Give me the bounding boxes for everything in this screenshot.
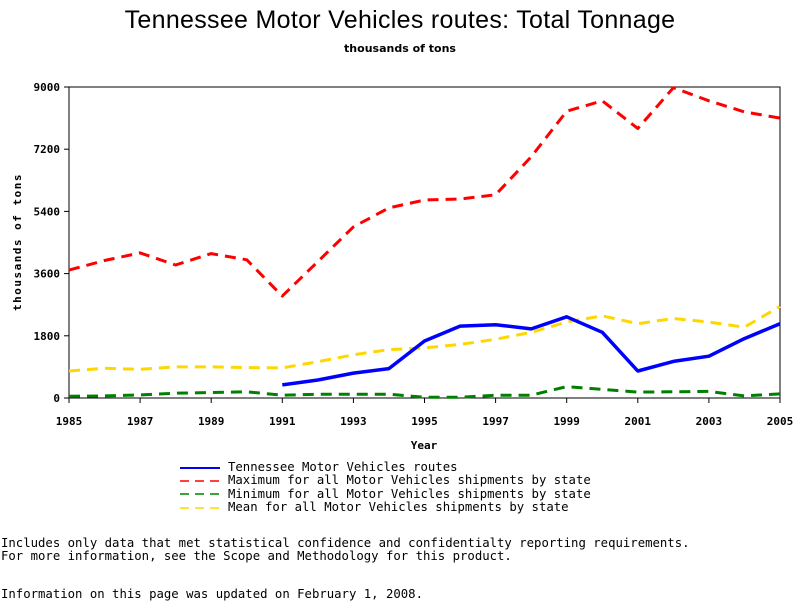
legend-item-minimum: Minimum for all Motor Vehicles shipments… [180,486,591,501]
legend-item-tennessee: Tennessee Motor Vehicles routes [180,460,591,474]
x-tick-label: 1999 [553,415,580,428]
x-tick-label: 2003 [696,415,723,428]
series-line-mean [68,305,781,373]
x-tick-label: 1989 [198,415,225,428]
y-tick-label: 9000 [34,81,61,94]
x-tick-label: 1987 [127,415,154,428]
legend-item-mean: Mean for all Motor Vehicles shipments by… [180,500,591,515]
x-tick-label: 2001 [625,415,652,428]
series-line-maximum [68,86,781,298]
y-tick-label: 5400 [34,205,61,218]
legend-label-minimum: Minimum for all Motor Vehicles shipments… [228,486,591,501]
legend-swatch-tennessee [180,465,220,471]
footnote-confidence: Includes only data that met statistical … [1,536,690,550]
series-line-minimum [68,385,781,399]
plot-area-frame [68,86,781,399]
footnote-updated: Information on this page was updated on … [1,587,423,601]
legend-swatch-maximum [180,478,220,484]
y-tick-label: 7200 [34,143,61,156]
chart-legend: Tennessee Motor Vehicles routes Maximum … [180,460,591,515]
y-axis-title: thousands of tons [11,173,24,311]
x-tick-label: 1991 [269,415,296,428]
x-tick-label: 1985 [56,415,83,428]
y-tick-label: 0 [53,392,60,405]
legend-label-mean: Mean for all Motor Vehicles shipments by… [228,500,569,515]
legend-item-maximum: Maximum for all Motor Vehicles shipments… [180,473,591,488]
legend-swatch-minimum [180,491,220,497]
series-line-tennessee [282,315,781,387]
x-tick-label: 2005 [767,415,794,428]
x-tick-label: 1995 [411,415,438,428]
footnote-methodology: For more information, see the Scope and … [1,549,512,563]
x-tick-label: 1993 [340,415,367,428]
y-tick-label: 3600 [34,268,61,281]
y-tick-label: 1800 [34,330,61,343]
x-axis-title: Year [411,439,438,452]
chart-title: Tennessee Motor Vehicles routes: Total T… [124,6,676,34]
chart-subtitle: thousands of tons [344,42,456,55]
legend-label-tennessee: Tennessee Motor Vehicles routes [228,460,458,474]
legend-swatch-mean [180,505,220,511]
legend-label-maximum: Maximum for all Motor Vehicles shipments… [228,473,591,488]
x-tick-label: 1997 [482,415,509,428]
